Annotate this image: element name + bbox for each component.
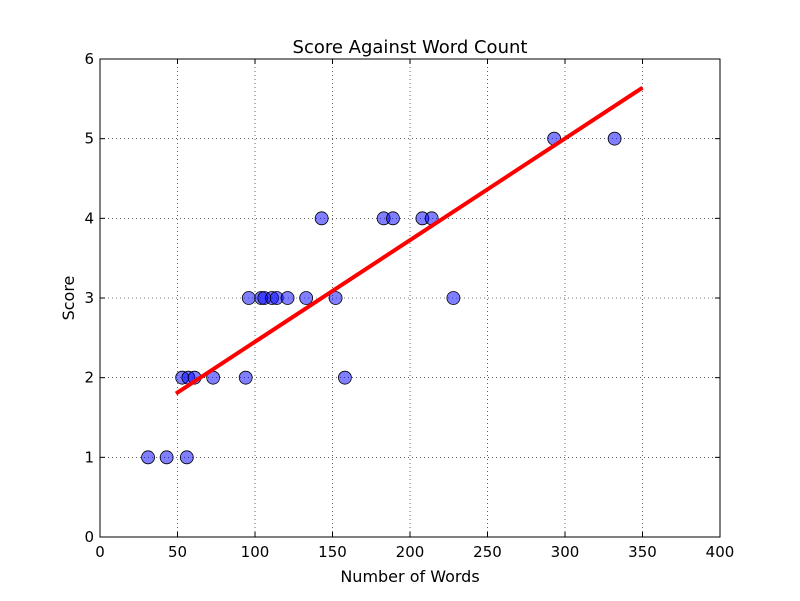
- data-point: [299, 291, 314, 305]
- trend-line: [174, 86, 644, 396]
- fit-line: [174, 86, 644, 396]
- data-point: [314, 211, 329, 226]
- x-tick-label: 300: [551, 543, 580, 561]
- data-point: [159, 450, 174, 465]
- y-tick-label: 1: [84, 448, 94, 466]
- x-tick-label: 200: [396, 543, 425, 561]
- data-point: [337, 370, 352, 385]
- data-point: [241, 291, 256, 305]
- x-tick-label: 350: [628, 543, 657, 561]
- data-point: [328, 291, 343, 305]
- data-point: [238, 370, 253, 385]
- axis-ticks: 0 50 100 150 200 250 300 350 400 0 1 2 3 4 5 6: [84, 50, 734, 561]
- y-tick-label: 4: [84, 209, 94, 227]
- data-point: [386, 211, 400, 226]
- x-tick-label: 250: [473, 543, 502, 561]
- y-axis-label: Score: [59, 276, 78, 321]
- data-point: [179, 450, 194, 465]
- y-tick-label: 5: [84, 130, 94, 148]
- chart-title: Score Against Word Count: [293, 37, 528, 58]
- x-tick-label: 100: [241, 543, 270, 561]
- data-point: [607, 131, 622, 146]
- data-point: [141, 450, 155, 465]
- y-tick-label: 6: [84, 50, 94, 68]
- x-tick-label: 50: [168, 543, 187, 561]
- data-point: [280, 291, 295, 305]
- y-tick-label: 0: [84, 528, 94, 546]
- x-tick-label: 150: [318, 543, 347, 561]
- data-point: [446, 291, 461, 305]
- y-tick-label: 2: [84, 369, 94, 387]
- x-axis-label: Number of Words: [340, 567, 479, 586]
- x-tick-label: 0: [95, 543, 105, 561]
- y-tick-label: 3: [84, 289, 94, 307]
- x-tick-label: 400: [706, 543, 735, 561]
